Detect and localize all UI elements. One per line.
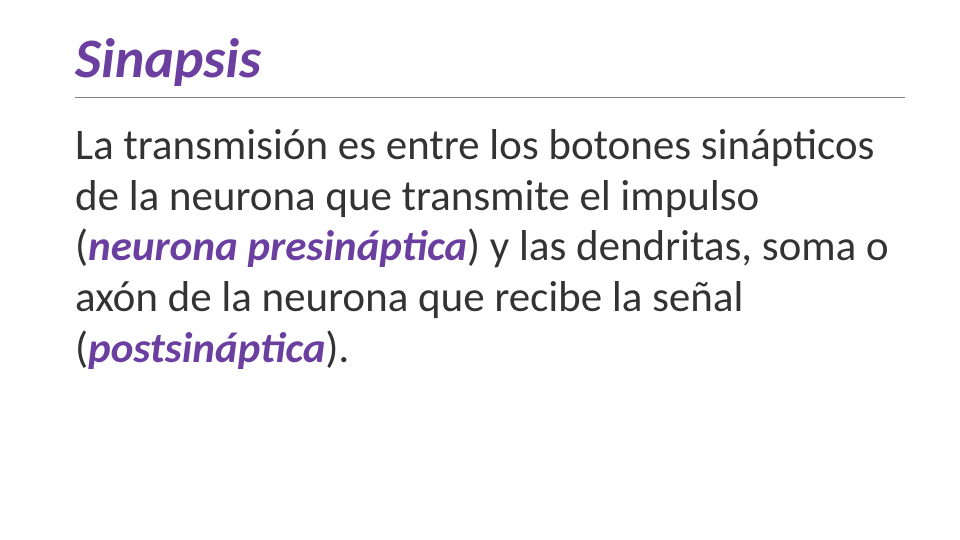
slide: Sinapsis La transmisión es entre los bot…: [0, 0, 960, 540]
emphasized-term: neurona presináptica: [88, 219, 467, 272]
slide-body: La transmisión es entre los botones siná…: [75, 120, 905, 374]
body-segment: ).: [325, 321, 349, 374]
slide-title: Sinapsis: [75, 30, 905, 89]
title-divider: [75, 97, 905, 98]
emphasized-term: postsináptica: [88, 321, 325, 374]
